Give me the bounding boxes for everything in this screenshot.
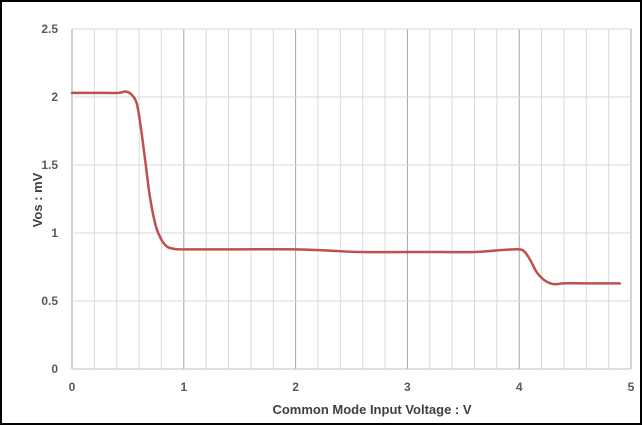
x-axis-title: Common Mode Input Voltage : V: [272, 402, 471, 417]
tick-labels: 0 1 2 3 4 5 0 0.5 1 1.5 2 2.5: [41, 22, 634, 394]
series-line: [70, 90, 622, 286]
x-tick-label: 2: [292, 380, 299, 394]
x-tick-label: 4: [516, 380, 523, 394]
y-tick-label: 2: [51, 90, 58, 104]
y-tick-label: 1.5: [41, 158, 58, 172]
y-tick-label: 0.5: [41, 294, 58, 308]
x-tick-label: 3: [404, 380, 411, 394]
x-tick-label: 5: [628, 380, 635, 394]
y-tick-label: 0: [51, 362, 58, 376]
x-tick-label: 1: [180, 380, 187, 394]
grid-lines: [71, 28, 632, 370]
x-tick-label: 0: [69, 380, 76, 394]
y-tick-label: 2.5: [41, 22, 58, 36]
y-axis-title: Vos : mV: [30, 172, 45, 227]
y-tick-label: 1: [51, 226, 58, 240]
